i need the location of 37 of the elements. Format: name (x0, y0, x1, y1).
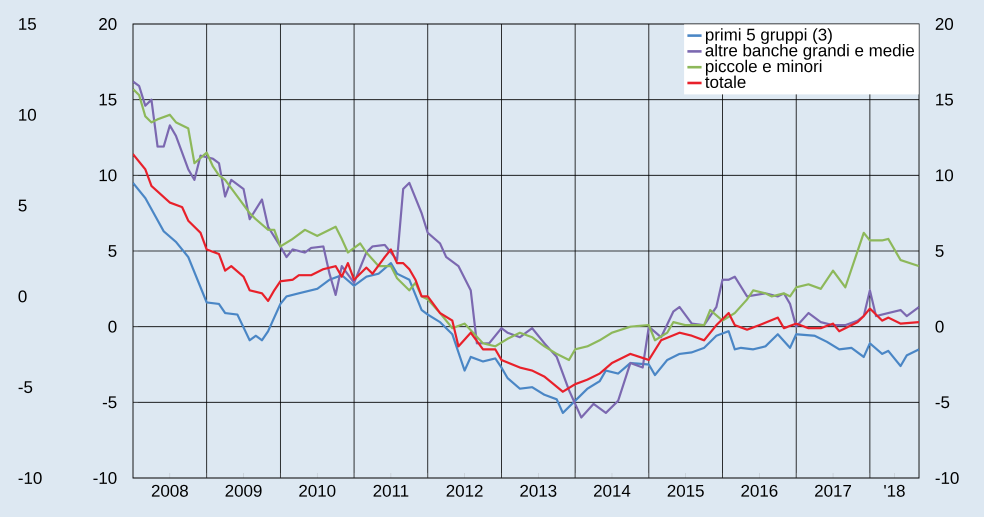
x-tick-label: 2014 (594, 484, 630, 497)
y2-tick-label: 0 (936, 320, 944, 333)
line-series (133, 153, 920, 393)
y3-tick-label: -10 (18, 472, 42, 484)
x-tick-label: 2010 (299, 484, 336, 497)
x-tick-label: 2011 (374, 484, 408, 497)
x-tick-label: 2013 (520, 484, 556, 497)
legend-label: primi 5 gruppi (3) (706, 28, 832, 44)
x-tick-label: 2016 (741, 484, 778, 497)
x-tick-label: 2012 (446, 484, 483, 497)
y3-tick-label: 5 (18, 200, 27, 212)
legend-label: totale (705, 76, 746, 88)
y2-tick-label: -10 (936, 472, 959, 484)
y3-tick-label: 15 (19, 18, 36, 30)
x-tick-label: 2015 (668, 484, 704, 497)
line-series (133, 182, 920, 414)
y2-tick-label: 20 (936, 18, 954, 30)
y-tick-label: 10 (100, 169, 116, 182)
y-tick-label: -5 (102, 396, 116, 408)
y-tick-label: 5 (108, 245, 116, 257)
legend-label: piccole e minori (706, 60, 822, 76)
y2-tick-label: 10 (936, 169, 954, 182)
y3-tick-label: -5 (18, 381, 32, 394)
x-tick-label: '18 (884, 484, 905, 497)
y-tick-label: -10 (93, 472, 116, 484)
y2-tick-label: -5 (936, 396, 950, 408)
x-tick-label: 2009 (226, 484, 262, 497)
y2-tick-label: 5 (936, 245, 944, 257)
y3-tick-label: 0 (18, 290, 27, 302)
y-tick-label: 15 (100, 94, 116, 106)
y-tick-label: 0 (108, 320, 117, 333)
legend-label: altre banche grandi e medie (706, 44, 914, 60)
y2-tick-label: 15 (936, 94, 953, 106)
x-tick-label: 2008 (152, 484, 188, 497)
y-tick-label: 20 (99, 18, 116, 30)
x-tick-label: 2017 (815, 484, 852, 497)
y3-tick-label: 10 (19, 108, 36, 121)
